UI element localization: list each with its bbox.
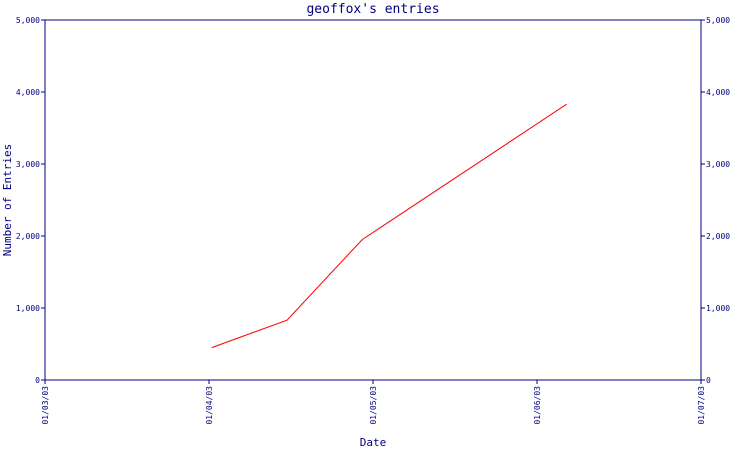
y-tick-label: 5,000 [16, 16, 40, 25]
y-tick-label-right: 2,000 [706, 232, 730, 241]
x-tick-label: 01/03/03 [41, 386, 50, 425]
x-tick-label: 01/06/03 [533, 386, 542, 425]
y-axis-right: 0 1,000 2,000 3,000 4,000 5,000 [701, 16, 730, 385]
y-tick-label: 4,000 [16, 88, 40, 97]
y-tick-label: 1,000 [16, 304, 40, 313]
series-layer [211, 103, 567, 349]
y-axis-label: Number of Entries [1, 144, 14, 257]
x-axis: 01/03/03 01/04/03 01/05/03 01/06/03 01/07/03 [41, 380, 706, 425]
y-tick-label: 2,000 [16, 232, 40, 241]
y-tick-label: 3,000 [16, 160, 40, 169]
y-tick-label-right: 4,000 [706, 88, 730, 97]
y-tick-label-right: 5,000 [706, 16, 730, 25]
y-axis-left: 0 1,000 2,000 3,000 4,000 5,000 [16, 16, 45, 385]
series-line [211, 103, 567, 349]
x-axis-label: Date [360, 436, 387, 449]
y-tick-label-right: 0 [706, 376, 711, 385]
y-tick-label-right: 1,000 [706, 304, 730, 313]
chart-title: geoffox's entries [306, 2, 439, 17]
y-tick-label: 0 [35, 376, 40, 385]
plot-frame [44, 19, 702, 381]
x-tick-label: 01/05/03 [369, 386, 378, 425]
y-tick-label-right: 3,000 [706, 160, 730, 169]
x-tick-label: 01/04/03 [205, 386, 214, 425]
x-tick-label: 01/07/03 [697, 386, 706, 425]
